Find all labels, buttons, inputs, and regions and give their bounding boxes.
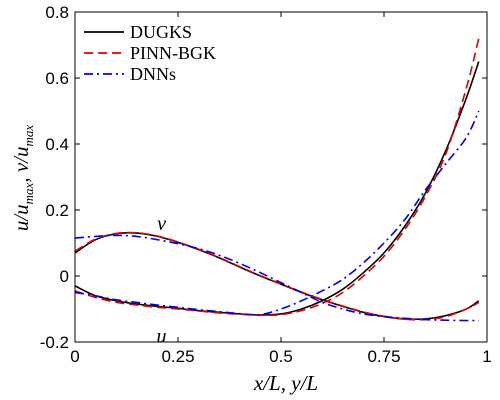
y-tick-label: -0.2 [40, 333, 69, 352]
legend-label-dnns: DNNs [130, 64, 176, 84]
y-tick-label: 0.4 [45, 135, 69, 154]
series-line-pinn-bgk-u [74, 38, 480, 317]
x-tick-label: 0.75 [367, 347, 400, 366]
legend-label-dugks: DUGKS [130, 22, 192, 42]
x-axis-label: x/L, y/L [253, 371, 318, 395]
x-tick-label: 0.25 [161, 347, 194, 366]
series-line-pinn-bgk-v [74, 231, 480, 321]
tick-layer: 0 0.25 0.5 0.75 1-0.200.20.40.60.8 [40, 3, 492, 366]
x-tick-label: 0 [70, 347, 79, 366]
series-line-dnns-v [74, 234, 479, 322]
y-tick-label: 0.6 [45, 69, 69, 88]
annotation-v: v [157, 213, 166, 235]
x-tick-label: 1 [482, 347, 491, 366]
y-axis-label-group: u/umax, v/umax [9, 125, 36, 232]
series-line-dugks-u [74, 61, 480, 316]
annotation-layer: vu [157, 213, 167, 347]
y-tick-label: 0 [60, 267, 69, 286]
series-layer [74, 38, 480, 322]
legend-label-pinn-bgk: PINN-BGK [130, 43, 216, 63]
annotation-u: u [157, 325, 167, 347]
x-tick-label: 0.5 [269, 347, 293, 366]
y-axis-label: u/umax, v/umax [9, 125, 36, 232]
y-tick-label: 0.2 [45, 201, 69, 220]
series-line-dnns-u [74, 110, 480, 316]
y-tick-label: 0.8 [45, 3, 69, 22]
